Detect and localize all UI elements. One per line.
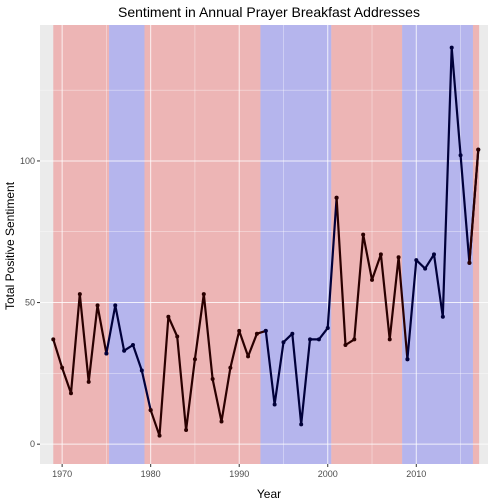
data-point	[467, 260, 472, 265]
y-axis-label: Total Positive Sentiment	[3, 181, 17, 310]
data-point	[166, 314, 171, 319]
x-axis-ticks: 1970 1980 1990 2000 2010	[52, 464, 426, 479]
data-point	[184, 428, 189, 433]
x-tick-label: 2010	[406, 469, 426, 479]
data-point	[51, 337, 56, 342]
data-point	[139, 368, 144, 373]
data-point	[237, 328, 242, 333]
data-point	[228, 365, 233, 370]
x-tick-label: 1980	[141, 469, 161, 479]
data-point	[299, 422, 304, 427]
data-point	[104, 351, 109, 356]
data-point	[157, 433, 162, 438]
data-point	[414, 258, 419, 263]
y-axis-ticks: 0 50 100	[20, 156, 40, 449]
data-point	[423, 266, 428, 271]
data-point	[192, 357, 197, 362]
data-point	[361, 232, 366, 237]
data-point	[95, 303, 100, 308]
data-point	[316, 337, 321, 342]
y-tick-label: 100	[20, 156, 35, 166]
data-point	[281, 340, 286, 345]
series-line-2	[105, 304, 152, 412]
data-point	[246, 354, 251, 359]
party-band-2	[109, 25, 145, 464]
data-point	[343, 343, 348, 348]
data-point	[201, 292, 206, 297]
data-point	[458, 153, 463, 158]
x-tick-label: 1970	[52, 469, 72, 479]
gridlines	[40, 25, 488, 464]
data-point	[122, 348, 127, 353]
party-band-4	[260, 25, 332, 464]
data-point	[254, 331, 259, 336]
series-line-3	[149, 293, 267, 437]
series-points	[51, 45, 481, 438]
chart-title: Sentiment in Annual Prayer Breakfast Add…	[118, 4, 420, 20]
data-point	[60, 365, 65, 370]
data-point	[431, 252, 436, 257]
y-tick-label: 50	[25, 298, 35, 308]
series-line-7	[468, 148, 480, 264]
x-axis-label: Year	[257, 487, 281, 501]
data-point	[378, 252, 383, 257]
data-point	[272, 402, 277, 407]
data-point	[352, 337, 357, 342]
data-point	[68, 391, 73, 396]
data-point	[263, 328, 268, 333]
data-point	[334, 195, 339, 200]
party-band-7	[472, 25, 480, 464]
data-point	[130, 343, 135, 348]
data-point	[370, 277, 375, 282]
x-tick-label: 1990	[229, 469, 249, 479]
data-point	[77, 292, 82, 297]
data-point	[396, 255, 401, 260]
data-point	[290, 331, 295, 336]
data-point	[308, 337, 313, 342]
data-point	[210, 377, 215, 382]
data-point	[219, 419, 224, 424]
data-point	[148, 408, 153, 413]
data-point	[387, 337, 392, 342]
data-point	[440, 314, 445, 319]
party-band-6	[402, 25, 473, 464]
data-point	[86, 379, 91, 384]
x-tick-label: 2000	[318, 469, 338, 479]
party-bands	[53, 25, 480, 464]
data-point	[449, 45, 454, 50]
y-tick-label: 0	[30, 439, 35, 449]
party-band-5	[331, 25, 403, 464]
data-point	[175, 334, 180, 339]
data-point	[113, 303, 118, 308]
data-point	[476, 147, 481, 152]
data-point	[405, 357, 410, 362]
data-point	[325, 326, 330, 331]
